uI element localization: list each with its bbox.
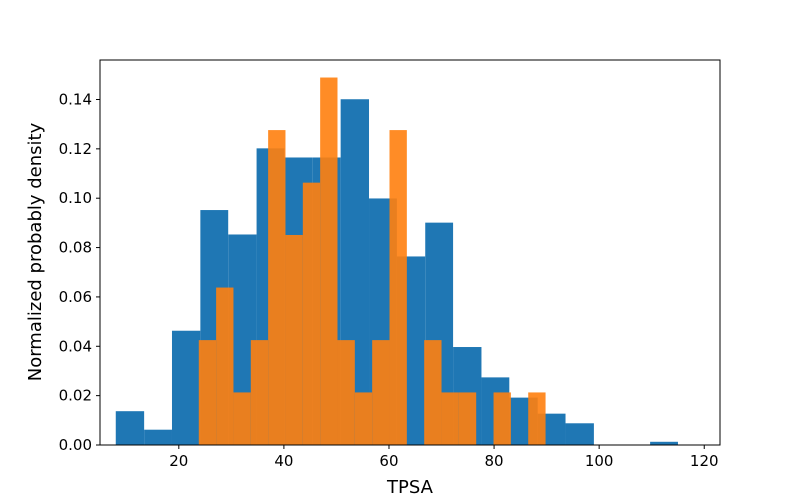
bar-blue-1 bbox=[144, 429, 172, 445]
series-orange bbox=[198, 77, 546, 446]
bar-orange-13 bbox=[424, 340, 442, 445]
bar-orange-14 bbox=[441, 392, 459, 445]
y-axis-ticks: 0.00 0.02 0.04 0.06 0.08 0.10 0.12 0.14 bbox=[59, 90, 100, 454]
bars-layer bbox=[115, 77, 678, 446]
y-tick-label: 0.08 bbox=[59, 239, 92, 257]
bar-orange-3 bbox=[250, 340, 269, 445]
bar-orange-10 bbox=[372, 340, 390, 445]
bar-orange-15 bbox=[458, 392, 477, 445]
y-tick-label: 0.12 bbox=[59, 140, 92, 158]
bar-orange-0 bbox=[198, 340, 217, 445]
y-axis-label: Normalized probably density bbox=[25, 122, 46, 381]
x-axis-ticks: 20 40 60 80 100 120 bbox=[169, 445, 719, 470]
y-tick-label: 0.02 bbox=[59, 387, 92, 405]
bar-blue-16 bbox=[565, 423, 594, 445]
x-tick-label: 100 bbox=[585, 452, 614, 470]
plot-frame bbox=[99, 59, 721, 446]
y-tick-label: 0.00 bbox=[59, 436, 92, 454]
y-tick-label: 0.14 bbox=[59, 90, 92, 108]
bar-orange-6 bbox=[302, 182, 321, 446]
x-tick-label: 60 bbox=[379, 452, 398, 470]
x-tick-label: 20 bbox=[169, 452, 188, 470]
bar-blue-19 bbox=[650, 441, 678, 445]
bar-orange-8 bbox=[337, 340, 355, 445]
bar-orange-2 bbox=[233, 392, 251, 445]
bar-blue-0 bbox=[115, 411, 145, 445]
y-tick-label: 0.04 bbox=[59, 337, 92, 355]
bar-orange-7 bbox=[320, 77, 338, 446]
bar-orange-4 bbox=[268, 130, 286, 446]
bar-orange-9 bbox=[354, 392, 373, 445]
bar-blue-2 bbox=[171, 330, 201, 445]
bar-orange-1 bbox=[216, 287, 234, 445]
bar-orange-5 bbox=[285, 234, 303, 445]
x-axis-label: TPSA bbox=[386, 477, 434, 498]
y-tick-label: 0.06 bbox=[59, 288, 92, 306]
y-tick-label: 0.10 bbox=[59, 189, 92, 207]
bar-orange-11 bbox=[389, 130, 407, 446]
x-tick-label: 120 bbox=[690, 452, 719, 470]
bar-orange-17 bbox=[493, 392, 511, 445]
x-tick-label: 40 bbox=[274, 452, 293, 470]
bar-orange-19 bbox=[528, 392, 546, 445]
x-tick-label: 80 bbox=[485, 452, 504, 470]
